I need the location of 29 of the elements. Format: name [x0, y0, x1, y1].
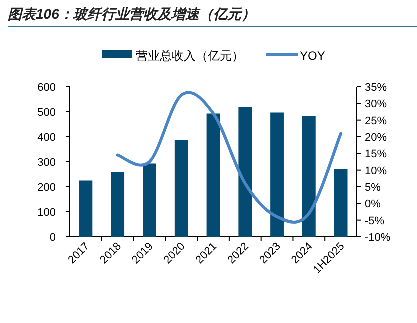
- y-tick-label: 600: [38, 82, 56, 94]
- bar: [238, 108, 252, 237]
- bar: [206, 114, 220, 237]
- y-tick-label: 200: [38, 182, 56, 194]
- y2-tick-label: -10%: [365, 232, 391, 244]
- bar: [334, 170, 348, 237]
- bar: [302, 116, 316, 237]
- bar: [174, 140, 188, 237]
- y-tick-label: 300: [38, 157, 56, 169]
- legend-label: 营业总收入（亿元）: [136, 49, 244, 63]
- y-tick-label: 500: [38, 107, 56, 119]
- legend-label: YOY: [300, 49, 326, 63]
- y2-tick-label: 20%: [365, 132, 388, 144]
- y2-tick-label: 25%: [365, 115, 388, 128]
- bar: [143, 164, 156, 237]
- y2-tick-label: 30%: [365, 98, 388, 111]
- y2-tick-label: 10%: [365, 165, 388, 178]
- y2-tick-label: 0%: [365, 198, 382, 211]
- y2-tick-label: 15%: [365, 148, 388, 161]
- y-tick-label: 0: [50, 232, 56, 244]
- y2-tick-label: -5%: [365, 215, 385, 228]
- y2-tick-label: 5%: [365, 182, 382, 194]
- bar: [79, 180, 93, 237]
- y-tick-label: 100: [38, 207, 56, 219]
- bar: [111, 172, 125, 237]
- y2-tick-label: 35%: [365, 82, 388, 94]
- y-tick-label: 400: [38, 132, 56, 144]
- bar: [270, 112, 284, 237]
- chart-title: 图表106：玻纤行业营收及增速（亿元）: [8, 6, 256, 22]
